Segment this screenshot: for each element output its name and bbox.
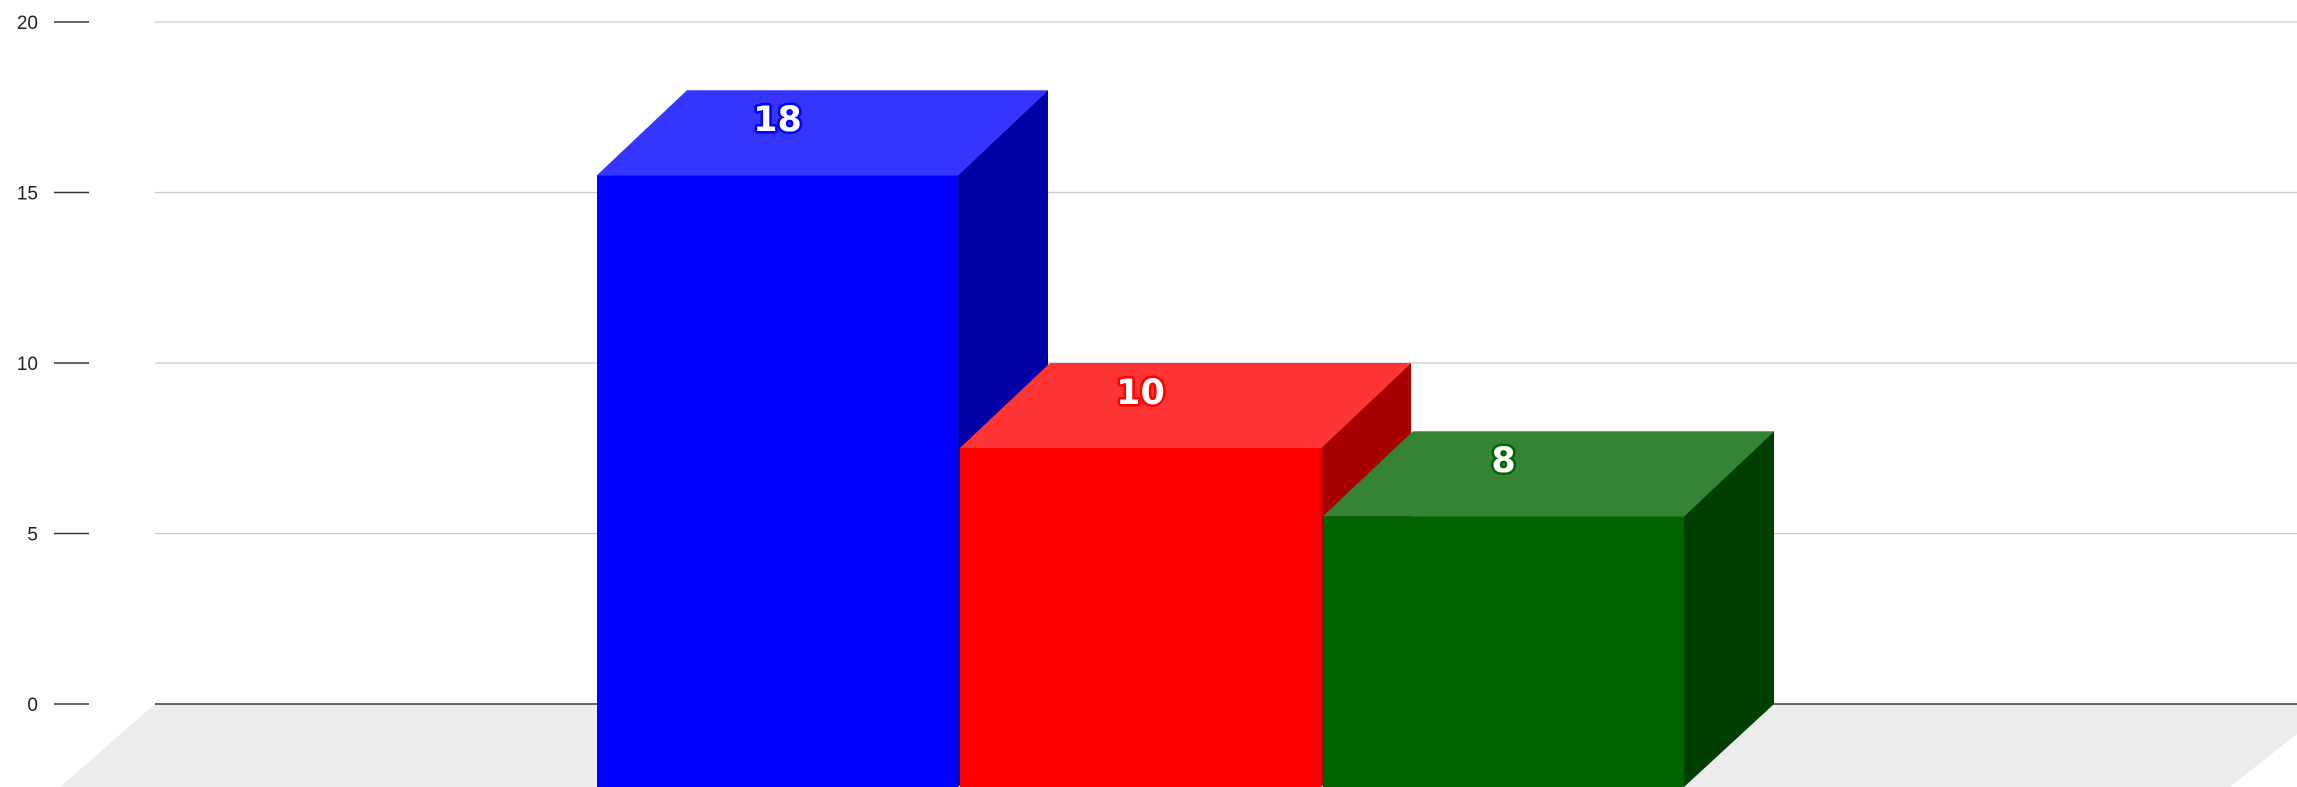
y-tick-label: 0 [27,695,38,716]
bar-side [1684,431,1774,787]
y-tick-label: 15 [17,184,38,205]
data-label: 10 [1116,373,1165,413]
bar-front [597,175,958,787]
bar-top [960,363,1411,448]
bar-front [1323,516,1684,787]
bar [1323,431,1774,787]
data-label: 8 [1491,441,1515,481]
y-tick-label: 20 [17,13,38,34]
data-label: 18 [753,100,802,140]
y-tick-label: 10 [17,354,38,375]
y-tick-label: 5 [27,525,38,546]
bar-top [1323,431,1774,517]
bar-top [597,90,1048,176]
y-axis: 0 5 10 15 20 [17,13,89,716]
data-labels: 18 10 8 [751,98,1519,484]
bars [597,90,1774,787]
bar-front [960,448,1321,787]
